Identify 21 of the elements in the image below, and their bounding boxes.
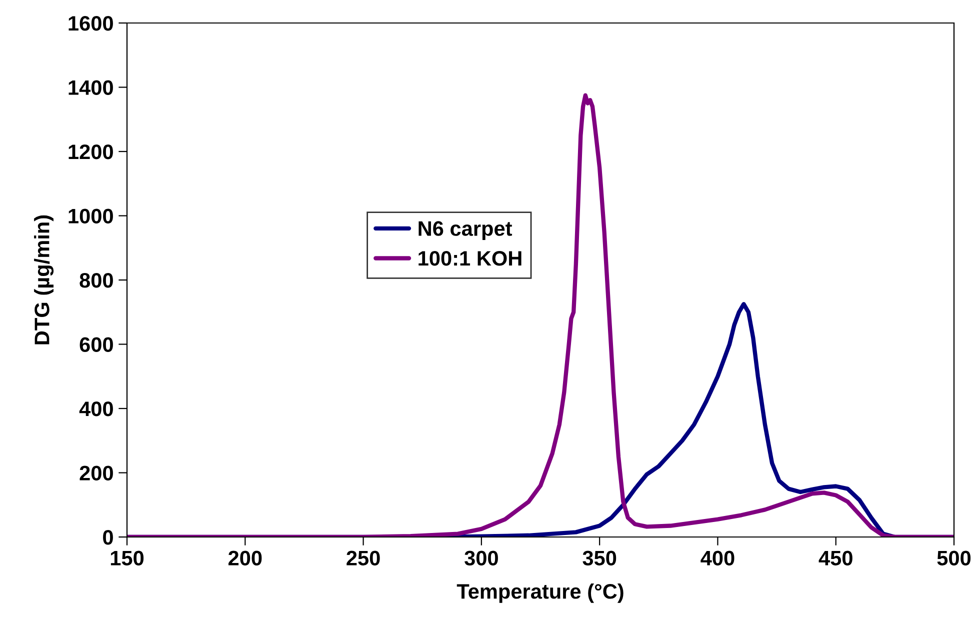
x-tick-label: 350 — [582, 550, 616, 566]
x-tick-label: 250 — [346, 550, 380, 566]
x-tick-label: 200 — [228, 550, 262, 566]
y-tick-label: 1600 — [68, 16, 113, 31]
y-axis-title: DTG (µg/min) — [34, 215, 54, 344]
x-tick-label: 450 — [818, 550, 852, 566]
y-tick-label: 400 — [79, 402, 113, 416]
x-tick-label: 500 — [937, 550, 971, 566]
y-tick-label: 1200 — [68, 144, 113, 160]
y-tick-label: 600 — [80, 337, 113, 352]
y-tick-label: 1400 — [68, 80, 113, 96]
y-tick-label: 200 — [80, 466, 113, 481]
x-tick-label: 300 — [464, 550, 498, 566]
x-tick-label: 150 — [110, 550, 144, 566]
y-tick-label: 1000 — [68, 208, 113, 224]
x-axis-title: Temperature (°C) — [456, 584, 624, 603]
legend-label: N6 carpet — [418, 221, 512, 240]
y-tick-label: 0 — [103, 530, 113, 545]
y-tick-label: 800 — [80, 273, 113, 288]
legend-label: 100:1 KOH — [418, 251, 522, 266]
x-tick-label: 400 — [700, 550, 734, 566]
